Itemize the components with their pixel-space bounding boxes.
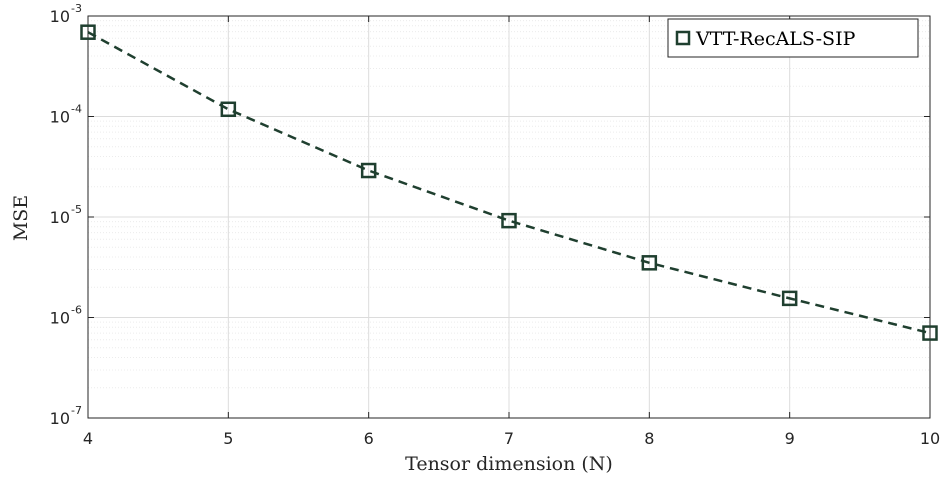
legend-marker-icon xyxy=(675,30,691,46)
y-axis-label: MSE xyxy=(10,195,32,241)
x-tick-label: 8 xyxy=(644,429,654,448)
y-tick-label: 10 xyxy=(50,7,70,26)
series-line xyxy=(87,31,931,335)
series-layer xyxy=(80,24,938,341)
x-tick-label: 6 xyxy=(364,429,374,448)
legend: VTT-RecALS-SIP xyxy=(667,18,919,58)
data-point-marker xyxy=(641,255,658,271)
x-tick-label: 4 xyxy=(83,429,93,448)
y-tick-exponent: -4 xyxy=(71,103,82,116)
x-axis-label: Tensor dimension (N) xyxy=(405,453,613,475)
data-point-marker xyxy=(781,290,798,307)
legend-box xyxy=(667,18,919,58)
legend-entry-label: VTT-RecALS-SIP xyxy=(695,28,856,50)
x-tick-label: 7 xyxy=(504,429,514,448)
y-tick-exponent: -3 xyxy=(71,2,82,15)
x-tick-label: 9 xyxy=(785,429,795,448)
y-tick-exponent: -5 xyxy=(71,203,82,216)
data-point-marker xyxy=(360,162,377,179)
data-point-marker xyxy=(80,24,96,40)
x-tick-label: 5 xyxy=(223,429,233,448)
y-tick-label: 10 xyxy=(50,108,70,127)
y-tick-exponent: -6 xyxy=(71,304,82,317)
data-point-marker xyxy=(501,212,517,229)
axes xyxy=(87,15,931,419)
y-tick-label: 10 xyxy=(50,309,70,328)
x-tick-label: 10 xyxy=(920,429,940,448)
y-tick-label: 10 xyxy=(50,409,70,428)
data-point-marker xyxy=(220,101,237,118)
y-tick-exponent: -7 xyxy=(71,404,82,417)
y-tick-label: 10 xyxy=(50,208,70,227)
data-point-marker xyxy=(922,325,938,341)
